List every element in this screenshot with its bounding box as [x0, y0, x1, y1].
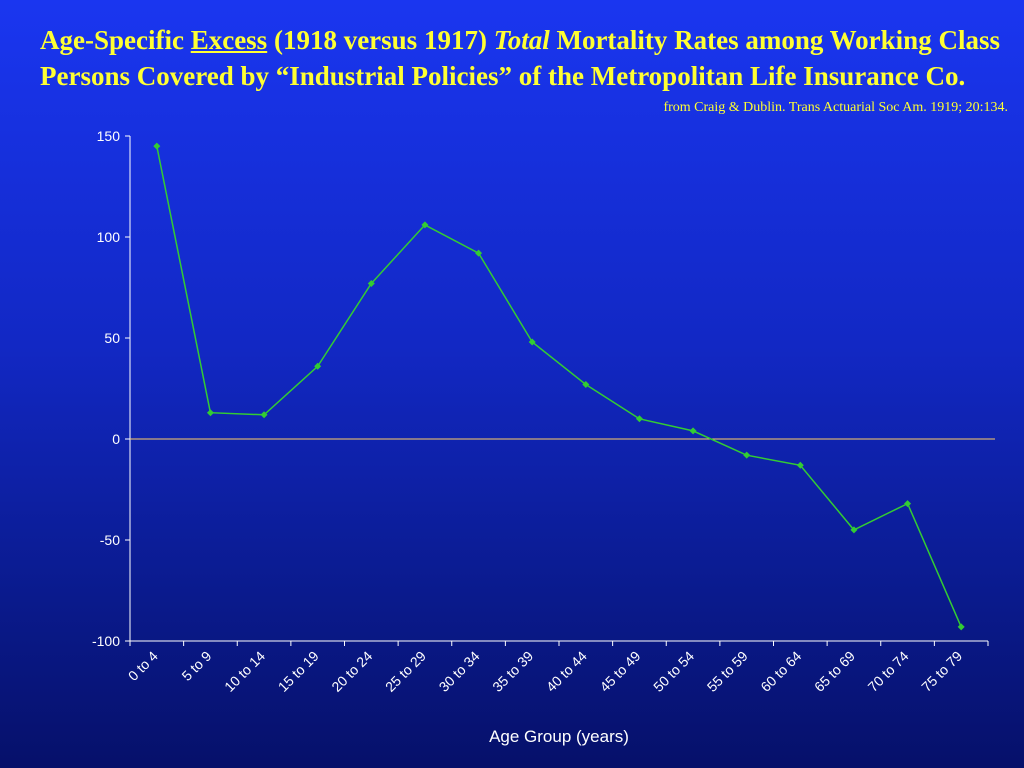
x-tick-label: 75 to 79 [918, 648, 965, 695]
data-point [314, 362, 322, 370]
data-point [421, 221, 429, 229]
x-tick-label: 15 to 19 [275, 648, 322, 695]
x-tick-labels: 0 to 4 5 to 9 10 to 14 15 to 19 20 to 24 25 t… [125, 648, 966, 695]
x-tick-label: 70 to 74 [865, 648, 912, 695]
data-point [957, 623, 965, 631]
data-point [904, 500, 912, 508]
data-point [528, 338, 536, 346]
data-point [635, 415, 643, 423]
y-tick-label: 150 [97, 128, 121, 144]
data-point [743, 451, 751, 459]
title-part-3: Mortality Rates among Working Class Pers… [40, 25, 1000, 91]
x-tick-label: 60 to 64 [757, 648, 804, 695]
data-point [850, 526, 858, 534]
y-tick-label: 100 [97, 229, 121, 245]
title-total-emphasis: Total [493, 25, 550, 55]
data-point [153, 142, 161, 150]
chart-title: Age-Specific Excess (1918 versus 1917) T… [40, 22, 1020, 94]
data-points [153, 142, 965, 631]
title-part-2: (1918 versus 1917) [267, 25, 494, 55]
x-tick-label: 45 to 49 [596, 648, 643, 695]
x-tick-label: 40 to 44 [543, 648, 590, 695]
y-tick-label: -100 [92, 633, 120, 649]
y-tick-label: 0 [112, 431, 120, 447]
x-tick-label: 25 to 29 [382, 648, 429, 695]
data-point [475, 249, 483, 257]
x-tick-label: 35 to 39 [489, 648, 536, 695]
data-point [582, 380, 590, 388]
x-tick-label: 0 to 4 [125, 648, 161, 684]
chart-axes [125, 135, 995, 646]
x-axis-title: Age Group (years) [489, 727, 629, 746]
y-tick-labels: 150 100 50 0 -50 -100 [92, 128, 120, 649]
x-tick-label: 55 to 59 [704, 648, 751, 695]
data-point [689, 427, 697, 435]
x-tick-label: 30 to 34 [436, 648, 483, 695]
source-citation: from Craig & Dublin. Trans Actuarial Soc… [663, 100, 1008, 115]
series-line [156, 145, 962, 628]
title-excess-underlined: Excess [190, 25, 268, 55]
x-tick-label: 20 to 24 [328, 648, 375, 695]
data-point [796, 461, 804, 469]
data-point [206, 409, 214, 417]
x-tick-label: 5 to 9 [178, 648, 214, 684]
y-tick-label: 50 [104, 330, 120, 346]
y-tick-label: -50 [100, 532, 120, 548]
x-tick-label: 65 to 69 [811, 648, 858, 695]
x-tick-label: 10 to 14 [221, 648, 268, 695]
data-point [367, 279, 375, 287]
data-point [260, 411, 268, 419]
title-part-1: Age-Specific [40, 25, 191, 55]
x-tick-label: 50 to 54 [650, 648, 697, 695]
